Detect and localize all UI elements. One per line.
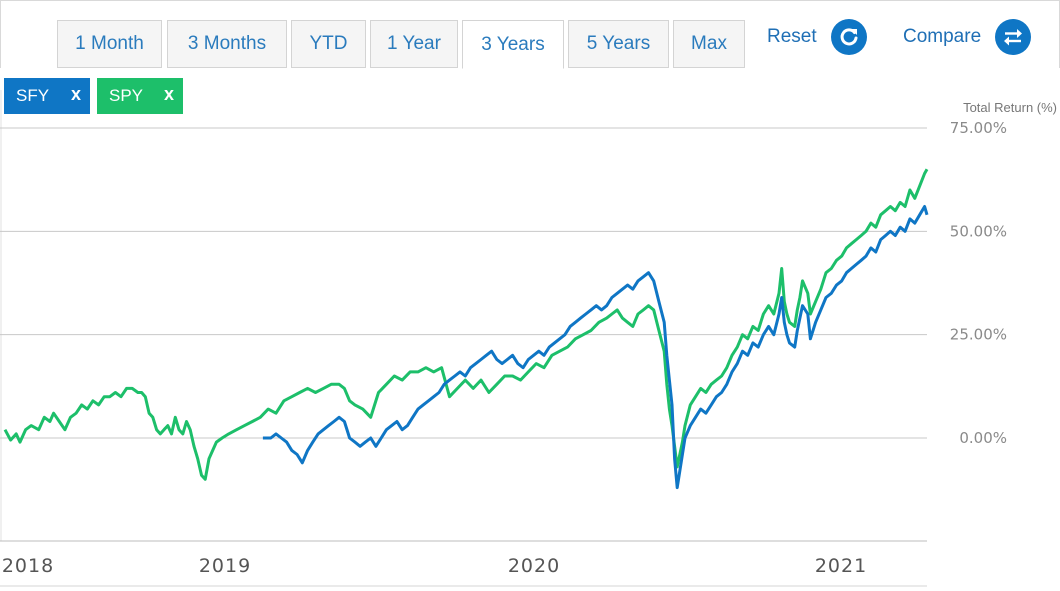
y-axis-title: Total Return (%) [963, 100, 1057, 115]
x-tick-label: 2020 [508, 555, 560, 577]
tab-ytd[interactable]: YTD [291, 20, 366, 68]
tab-1-year[interactable]: 1 Year [370, 20, 458, 68]
reset-label: Reset [767, 26, 817, 47]
tab-3-years[interactable]: 3 Years [462, 20, 564, 69]
legend-tag-label: SFY [16, 86, 50, 105]
y-tick-label: 0.00% [959, 429, 1007, 447]
series-line-spy [3, 168, 929, 481]
y-tick-label: 75.00% [950, 119, 1007, 137]
legend-tag-spy: SPY x [97, 78, 183, 114]
x-tick-label: 2019 [199, 555, 251, 577]
remove-spy-icon[interactable]: x [163, 84, 174, 104]
x-tick-label: 2021 [815, 555, 867, 577]
y-tick-label: 25.00% [950, 326, 1007, 344]
tab-max[interactable]: Max [673, 20, 745, 68]
remove-sfy-icon[interactable]: x [70, 84, 81, 104]
total-return-chart: 0.00% 25.00% 50.00% 75.00% Total Return (%) 2… [0, 90, 1057, 587]
tab-5-years[interactable]: 5 Years [568, 20, 669, 68]
legend-tag-sfy: SFY x [4, 78, 90, 114]
tab-3-months[interactable]: 3 Months [167, 20, 287, 68]
compare-label: Compare [903, 26, 982, 47]
x-tick-label: 2018 [2, 555, 54, 577]
series-line-sfy [262, 205, 929, 490]
compare-button[interactable]: Compare [903, 19, 1032, 55]
y-tick-label: 50.00% [950, 222, 1007, 240]
refresh-icon [830, 19, 867, 55]
swap-arrows-icon [995, 19, 1032, 55]
period-tab-bar: 1 Month 3 Months YTD 1 Year 3 Years 5 Ye… [0, 0, 1060, 69]
reset-button[interactable]: Reset [767, 19, 867, 55]
tab-1-month[interactable]: 1 Month [57, 20, 162, 68]
legend-tag-label: SPY [109, 86, 144, 105]
